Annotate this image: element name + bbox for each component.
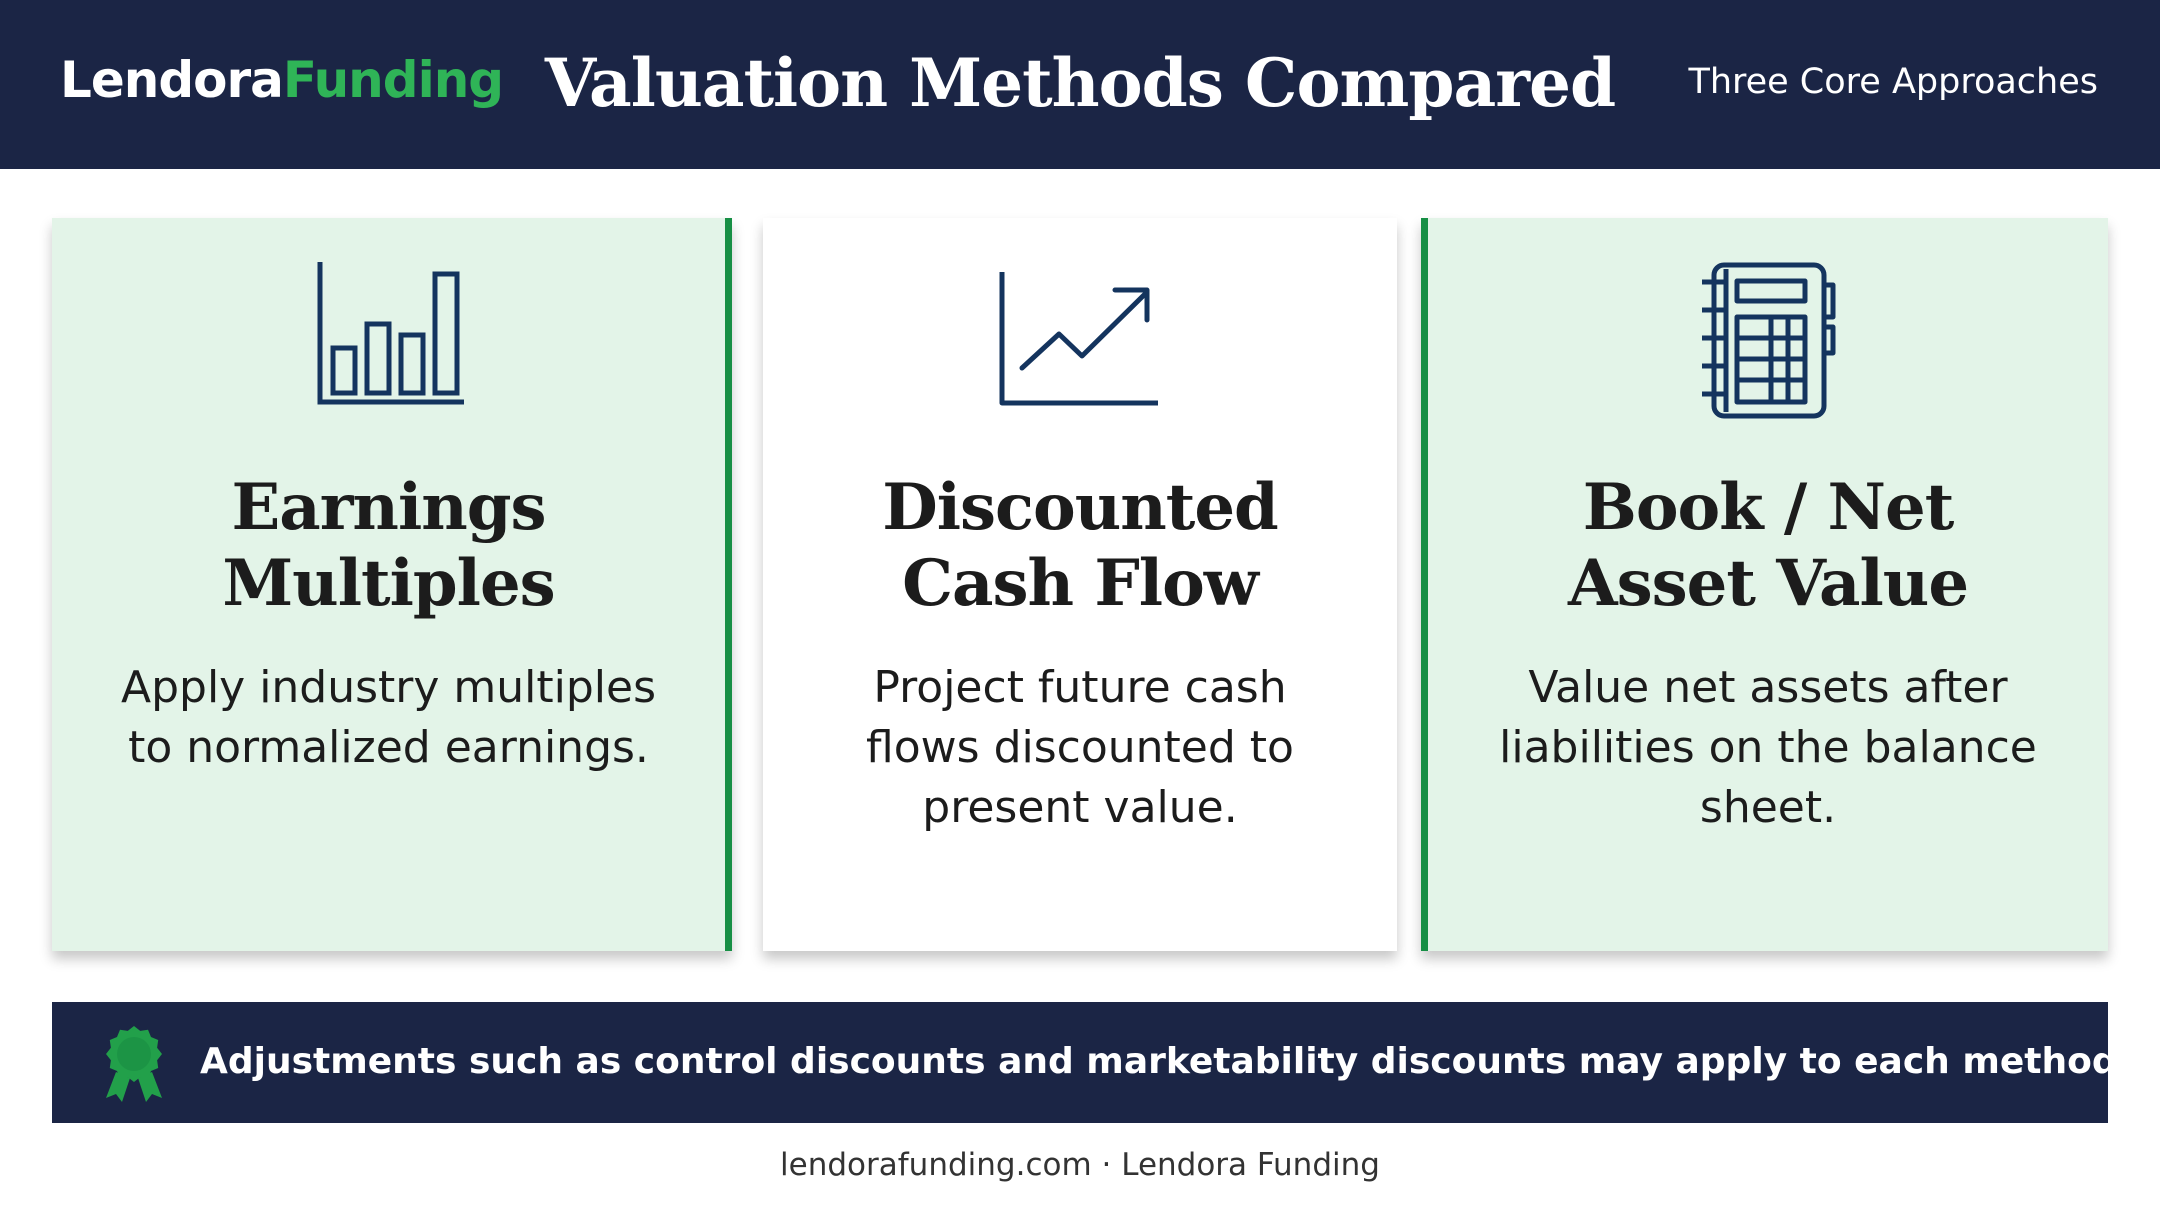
notice-text: Adjustments such as control discounts an… (200, 1041, 2132, 1082)
card-description: Value net assets after liabilities on th… (1499, 662, 2037, 833)
card-description: Apply industry multiples to normalized e… (120, 662, 657, 773)
adjustments-notice-bar: Adjustments such as control discounts an… (52, 1002, 2132, 1123)
card-earnings-multiples: Earnings Multiples Apply industry multipl… (52, 218, 732, 951)
page-title: Valuation Methods Compared (544, 44, 1616, 122)
header-bar: LendoraFunding Valuation Methods Compare… (0, 0, 2160, 169)
line-chart-trend-up-icon (995, 262, 1165, 417)
bar-chart-icon (304, 262, 474, 417)
card-discounted-cash-flow: Discounted Cash Flow Project future cash … (763, 218, 1397, 951)
card-title: Earnings Multiples (222, 470, 555, 621)
card-title: Discounted Cash Flow (882, 470, 1279, 621)
brand-logo[interactable]: LendoraFunding (60, 48, 504, 112)
footer-text: lendorafunding.com · Lendora Funding (780, 1147, 1380, 1183)
card-title: Book / Net Asset Value (1567, 470, 1969, 621)
award-ribbon-icon (102, 1024, 166, 1109)
logo-text-primary: Lendora (60, 51, 284, 109)
page-subtitle: Three Core Approaches (1688, 62, 2098, 102)
ledger-book-icon (1683, 262, 1853, 427)
logo-text-accent: Funding (282, 51, 504, 109)
card-book-net-asset-value: Book / Net Asset Value Value net assets a… (1421, 218, 2108, 951)
card-description: Project future cash flows discounted to … (866, 662, 1294, 833)
